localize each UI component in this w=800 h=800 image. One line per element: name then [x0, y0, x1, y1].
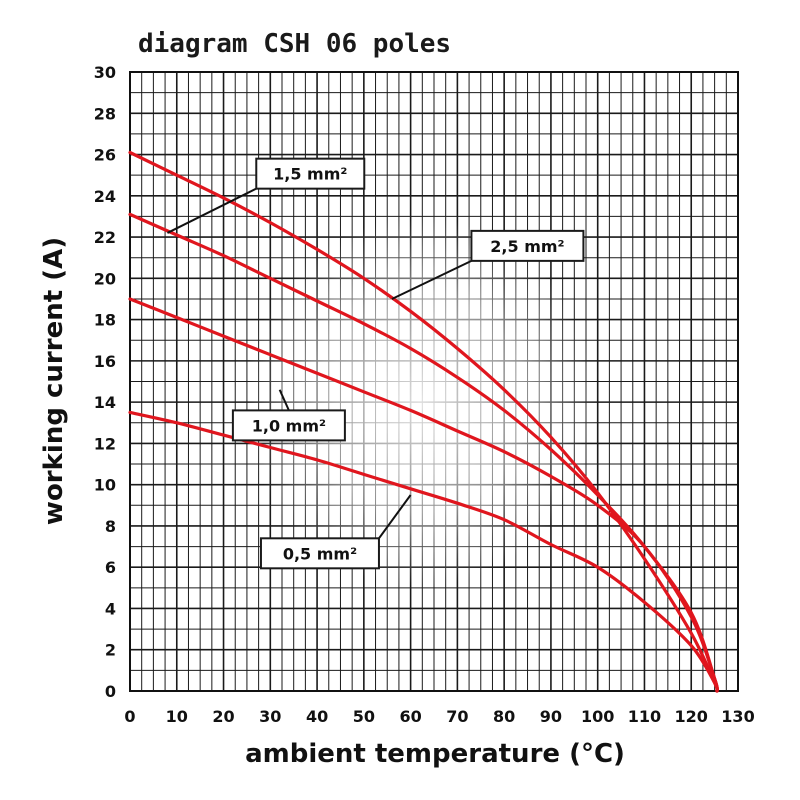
series-line-2-5-mm — [128, 212, 719, 693]
x-tick-label: 60 — [399, 707, 421, 726]
x-tick-label: 120 — [675, 707, 708, 726]
callout-leader — [378, 494, 412, 539]
x-tick-label: 50 — [353, 707, 375, 726]
callout-label: 1,5 mm² — [273, 165, 347, 184]
curves — [128, 150, 719, 693]
y-tick-label: 2 — [105, 641, 116, 660]
x-tick-label: 130 — [721, 707, 754, 726]
callout-leader — [166, 187, 257, 234]
callout-label: 2,5 mm² — [490, 237, 564, 256]
x-axis-label: ambient temperature (°C) — [245, 739, 625, 769]
y-tick-label: 18 — [94, 311, 116, 330]
y-tick-label: 30 — [94, 63, 116, 82]
callouts: 1,5 mm² 2,5 mm² 1,0 mm² 0,5 mm² — [166, 157, 585, 570]
y-tick-label: 6 — [105, 558, 116, 577]
callout-box — [470, 229, 585, 262]
y-tick-label: 0 — [105, 682, 116, 701]
x-tick-label: 80 — [493, 707, 515, 726]
x-tick-labels: 0 10 20 30 40 50 60 70 80 90 100 110 120 130 — [124, 707, 754, 726]
y-tick-label: 22 — [94, 228, 116, 247]
y-tick-label: 20 — [94, 269, 116, 288]
grid — [129, 71, 739, 692]
y-tick-label: 16 — [94, 352, 116, 371]
series-line-1-5-mm — [128, 150, 719, 693]
y-tick-label: 4 — [105, 599, 116, 618]
x-tick-label: 20 — [212, 707, 234, 726]
callout-label: 0,5 mm² — [283, 544, 357, 563]
callout-box — [255, 157, 366, 190]
callout-leader — [278, 389, 290, 411]
callout-label: 1,0 mm² — [252, 416, 326, 435]
y-tick-label: 8 — [105, 517, 116, 536]
x-tick-label: 10 — [166, 707, 188, 726]
x-tick-label: 100 — [581, 707, 614, 726]
callout-box — [259, 537, 380, 570]
x-tick-label: 110 — [628, 707, 661, 726]
x-tick-label: 70 — [446, 707, 468, 726]
chart-title: diagram CSH 06 poles — [138, 29, 451, 59]
plot-frame — [129, 71, 739, 692]
callout-box — [231, 409, 346, 442]
x-tick-label: 40 — [306, 707, 328, 726]
y-tick-label: 12 — [94, 434, 116, 453]
y-tick-label: 14 — [94, 393, 116, 412]
highlight-patch — [244, 217, 595, 588]
series-line-1-0-mm — [128, 297, 719, 693]
y-tick-label: 10 — [94, 476, 116, 495]
y-axis-label: working current (A) — [39, 237, 69, 525]
y-tick-label: 24 — [94, 187, 116, 206]
x-tick-label: 0 — [124, 707, 135, 726]
y-tick-label: 26 — [94, 146, 116, 165]
y-tick-label: 28 — [94, 104, 116, 123]
callout-leader — [391, 259, 472, 300]
x-tick-label: 90 — [540, 707, 562, 726]
x-tick-label: 30 — [259, 707, 281, 726]
